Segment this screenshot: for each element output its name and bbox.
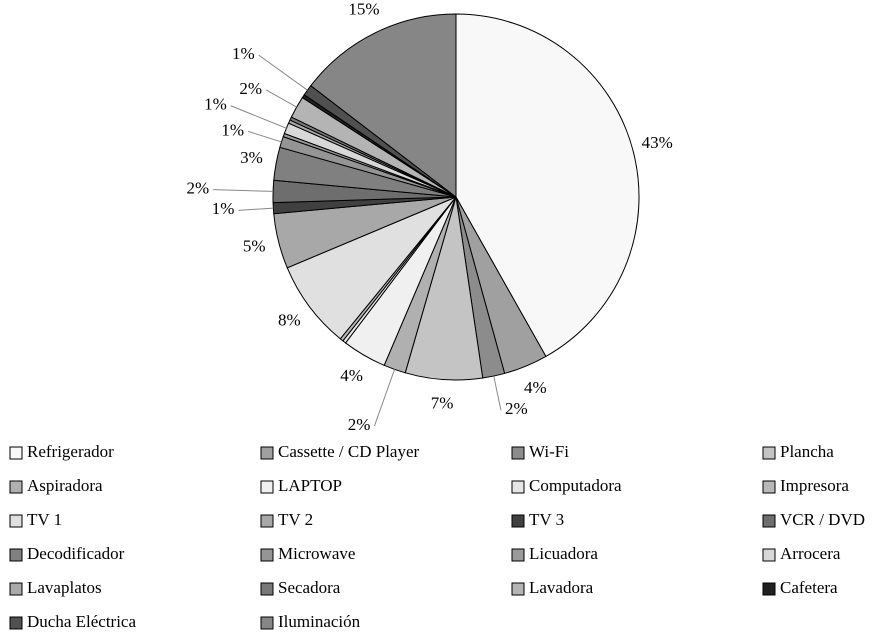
legend-label: Plancha bbox=[780, 442, 834, 461]
legend-label: VCR / DVD bbox=[780, 510, 865, 529]
legend-label: TV 2 bbox=[278, 510, 313, 529]
legend-label: Aspiradora bbox=[27, 476, 103, 495]
data-label: 15% bbox=[348, 0, 379, 18]
data-label: 2% bbox=[505, 399, 528, 418]
legend-label: Lavadora bbox=[529, 578, 594, 597]
leader-line bbox=[493, 375, 502, 411]
legend-swatch bbox=[9, 616, 23, 630]
legend-swatch bbox=[762, 514, 776, 528]
legend-swatch bbox=[260, 514, 274, 528]
pie-slice bbox=[455, 13, 640, 358]
legend-label: TV 3 bbox=[529, 510, 564, 529]
legend-swatch bbox=[762, 446, 776, 460]
legend-label: Cassette / CD Player bbox=[278, 442, 420, 461]
legend-label: Wi-Fi bbox=[529, 442, 569, 461]
legend-swatch bbox=[511, 582, 525, 596]
leader-line bbox=[265, 89, 297, 108]
legend-label: Iluminación bbox=[278, 612, 361, 630]
leader-line bbox=[373, 369, 396, 427]
legend-swatch bbox=[9, 548, 23, 562]
legend-label: Refrigerador bbox=[27, 442, 114, 461]
legend-swatch bbox=[260, 480, 274, 494]
legend-swatch bbox=[762, 548, 776, 562]
legend-swatch bbox=[9, 514, 23, 528]
legend-swatch bbox=[9, 446, 23, 460]
data-label: 5% bbox=[243, 236, 266, 255]
data-label: 2% bbox=[239, 79, 262, 98]
legend-swatch bbox=[511, 480, 525, 494]
legend-swatch bbox=[9, 480, 23, 494]
data-label: 43% bbox=[642, 133, 673, 152]
legend-swatch bbox=[260, 616, 274, 630]
legend-label: Arrocera bbox=[780, 544, 841, 563]
data-label: 8% bbox=[278, 310, 301, 329]
legend-label: Lavaplatos bbox=[27, 578, 102, 597]
legend-swatch bbox=[9, 582, 23, 596]
legend-swatch bbox=[511, 446, 525, 460]
legend-swatch bbox=[260, 548, 274, 562]
legend-swatch bbox=[511, 548, 525, 562]
legend-swatch bbox=[762, 582, 776, 596]
legend-label: TV 1 bbox=[27, 510, 62, 529]
data-label: 7% bbox=[431, 393, 454, 412]
data-label: 1% bbox=[204, 95, 227, 114]
data-label: 1% bbox=[232, 44, 255, 63]
pie-slice bbox=[310, 13, 457, 199]
legend-label: Microwave bbox=[278, 544, 355, 563]
legend-label: Computadora bbox=[529, 476, 622, 495]
data-label: 3% bbox=[240, 148, 263, 167]
legend-swatch bbox=[260, 446, 274, 460]
data-label: 4% bbox=[524, 378, 547, 397]
legend-label: Licuadora bbox=[529, 544, 598, 563]
legend-swatch bbox=[762, 480, 776, 494]
leader-line bbox=[258, 54, 308, 91]
data-label: 4% bbox=[340, 366, 363, 385]
legend-label: Decodificador bbox=[27, 544, 125, 563]
legend-label: Cafetera bbox=[780, 578, 838, 597]
leader-line bbox=[247, 130, 282, 143]
legend-label: Secadora bbox=[278, 578, 341, 597]
legend-swatch bbox=[260, 582, 274, 596]
leader-line bbox=[238, 207, 274, 211]
legend-swatch bbox=[511, 514, 525, 528]
legend-label: Impresora bbox=[780, 476, 849, 495]
data-label: 2% bbox=[348, 415, 371, 434]
legend-label: Ducha Eléctrica bbox=[27, 612, 136, 630]
leader-line bbox=[213, 189, 274, 192]
data-label: 1% bbox=[212, 199, 235, 218]
data-label: 2% bbox=[186, 178, 209, 197]
leader-line bbox=[230, 105, 287, 129]
data-label: 1% bbox=[221, 120, 244, 139]
legend-label: LAPTOP bbox=[278, 476, 342, 495]
